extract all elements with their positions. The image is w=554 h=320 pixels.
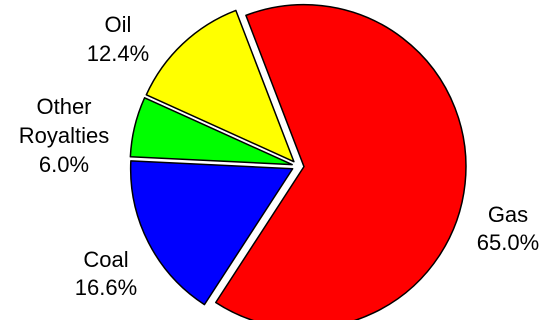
label-oil-pct: 12.4% [87,41,149,66]
pie-slice-coal [129,160,294,306]
pie-slice-other-royalties [129,97,293,166]
label-other-royalties-line1: Other [36,94,91,119]
label-gas-pct: 65.0% [477,230,539,255]
pie-slice-gas [214,3,467,320]
pie-slices [129,3,467,320]
label-coal-pct: 16.6% [75,275,137,300]
label-other-royalties-line2: Royalties [19,123,109,148]
label-gas: Gas [488,202,528,227]
label-oil: Oil [105,12,132,37]
pie-slice-oil [145,9,295,163]
label-coal: Coal [83,247,128,272]
label-other-royalties-pct: 6.0% [39,152,89,177]
